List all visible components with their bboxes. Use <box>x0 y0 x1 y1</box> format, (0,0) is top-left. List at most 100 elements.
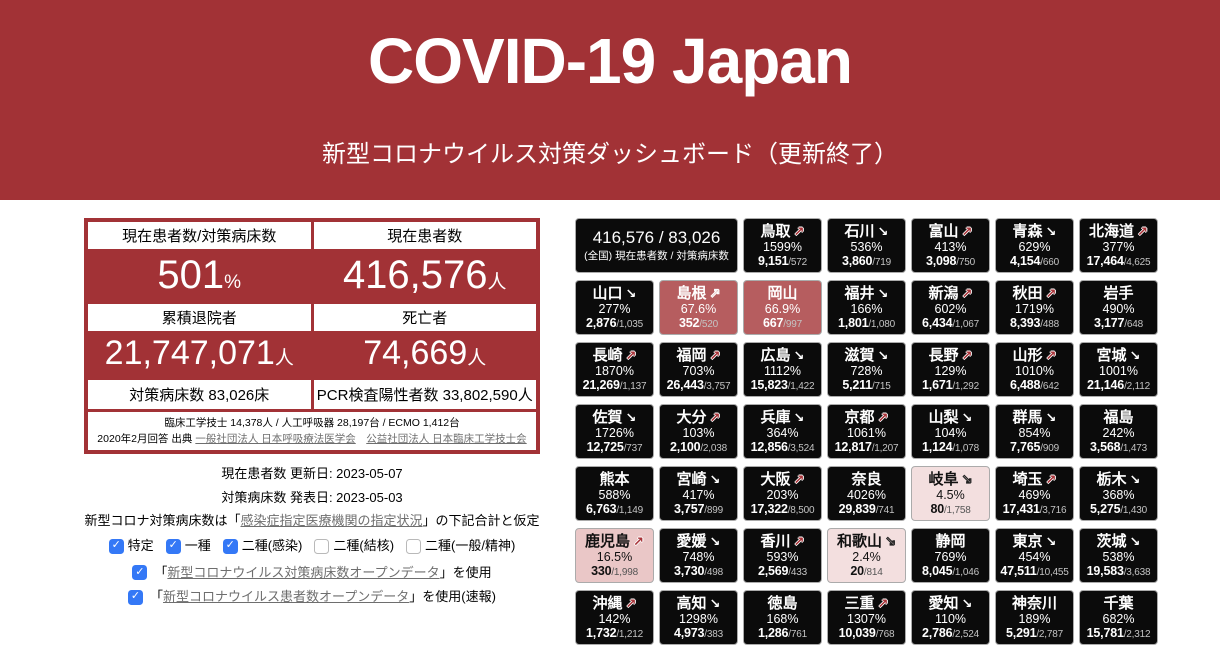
prefecture-tile[interactable]: 奈良 4026% 29,839/741 <box>827 466 906 521</box>
prefecture-name-row: 山梨 ↘ <box>913 410 988 425</box>
prefecture-tile[interactable]: 京都 ↗ 1061% 12,817/1,207 <box>827 404 906 459</box>
checkbox-checked[interactable]: ✓ <box>128 589 144 605</box>
prefecture-tile[interactable]: 新潟 ↗ 602% 6,434/1,067 <box>911 280 990 335</box>
prefecture-tile[interactable]: 福島 242% 3,568/1,473 <box>1079 404 1158 459</box>
prefecture-tile[interactable]: 東京 ↘ 454% 47,511/10,455 <box>995 528 1074 583</box>
patient-bed-counts: 2,569/433 <box>745 565 820 578</box>
prefecture-tile[interactable]: 茨城 ↘ 538% 19,583/3,638 <box>1079 528 1158 583</box>
checkbox-checked[interactable]: ✓ <box>132 565 148 581</box>
occupancy-percent: 682% <box>1102 611 1135 626</box>
bed-capacity: /1,149 <box>616 505 643 516</box>
trend-down-icon: ↘ <box>1045 224 1057 239</box>
checkbox-checked[interactable]: ✓ <box>222 538 238 554</box>
prefecture-tile[interactable]: 兵庫 ↘ 364% 12,856/3,524 <box>743 404 822 459</box>
prefecture-name-row: 和歌山 ↘ <box>829 534 904 549</box>
national-stats-panel: 現在患者数/対策病床数 現在患者数 501% 416,576人 累積退院者 死亡… <box>84 218 540 455</box>
prefecture-name: 宮城 <box>1096 347 1127 364</box>
prefecture-tile[interactable]: 栃木 ↘ 368% 5,275/1,430 <box>1079 466 1158 521</box>
prefecture-tile[interactable]: 福岡 ↗ 703% 26,443/3,757 <box>659 342 738 397</box>
total-beds-bar: 対策病床数 83,026床 <box>88 379 311 409</box>
prefecture-tile[interactable]: 石川 ↘ 536% 3,860/719 <box>827 218 906 273</box>
patient-bed-counts: 330/1,998 <box>577 565 652 578</box>
prefecture-name-row: 岩手 <box>1081 286 1156 301</box>
prefecture-tile[interactable]: 北海道 ↗ 377% 17,464/4,625 <box>1079 218 1158 273</box>
prefecture-tile[interactable]: 群馬 ↘ 854% 7,765/909 <box>995 404 1074 459</box>
bed-type-checkbox-item: ✓ 特定 <box>108 534 154 557</box>
prefecture-tile[interactable]: 佐賀 ↘ 1726% 12,725/737 <box>575 404 654 459</box>
prefecture-tile[interactable]: 長崎 ↗ 1870% 21,269/1,137 <box>575 342 654 397</box>
designated-institutions-link[interactable]: 感染症指定医療機関の指定状況 <box>240 513 423 528</box>
patient-count: 12,725 <box>586 440 624 454</box>
prefecture-tile[interactable]: 山形 ↗ 1010% 6,488/642 <box>995 342 1074 397</box>
occupancy-percent: 588% <box>598 487 631 502</box>
bed-capacity: /719 <box>872 257 891 268</box>
trend-up-icon: ↗ <box>1045 472 1057 487</box>
prefecture-tile[interactable]: 秋田 ↗ 1719% 8,393/488 <box>995 280 1074 335</box>
occupancy-percent: 103% <box>682 425 715 440</box>
patient-count: 6,488 <box>1010 378 1041 392</box>
prefecture-tile[interactable]: 神奈川 189% 5,291/2,787 <box>995 590 1074 645</box>
prefecture-tile[interactable]: 埼玉 ↗ 469% 17,431/3,716 <box>995 466 1074 521</box>
occupancy-percent: 1719% <box>1015 301 1054 316</box>
checkbox-unchecked[interactable] <box>406 538 422 554</box>
prefecture-tile[interactable]: 山口 ↘ 277% 2,876/1,035 <box>575 280 654 335</box>
open-data-line: ✓ 「新型コロナウイルス対策病床数オープンデータ」を使用 <box>84 564 540 582</box>
prefecture-tile[interactable]: 富山 ↗ 413% 3,098/750 <box>911 218 990 273</box>
checkbox-checked[interactable]: ✓ <box>108 538 124 554</box>
prefecture-tile[interactable]: 千葉 682% 15,781/2,312 <box>1079 590 1158 645</box>
prefecture-tile[interactable]: 愛媛 ↘ 748% 3,730/498 <box>659 528 738 583</box>
trend-up-icon: ↗ <box>793 224 805 239</box>
checkbox-label: 二種(感染) <box>241 538 303 554</box>
prefecture-tile[interactable]: 宮崎 ↘ 417% 3,757/899 <box>659 466 738 521</box>
occupancy-percent: 189% <box>1018 611 1051 626</box>
prefecture-tile[interactable]: 宮城 ↘ 1001% 21,146/2,112 <box>1079 342 1158 397</box>
prefecture-tile[interactable]: 鹿児島 ↗ 16.5% 330/1,998 <box>575 528 654 583</box>
prefecture-tile[interactable]: 大分 ↗ 103% 2,100/2,038 <box>659 404 738 459</box>
checkbox-checked[interactable]: ✓ <box>165 538 181 554</box>
prefecture-name: 岐阜 <box>928 471 959 488</box>
occupancy-percent: 1726% <box>595 425 634 440</box>
prefecture-tile[interactable]: 島根 ↗ 67.6% 352/520 <box>659 280 738 335</box>
trend-down-icon: ↘ <box>793 410 805 425</box>
occupancy-percent: 1870% <box>595 363 634 378</box>
occupancy-percent: 728% <box>850 363 883 378</box>
trend-up-icon: ↗ <box>1045 286 1057 301</box>
prefecture-tile[interactable]: 和歌山 ↘ 2.4% 20/814 <box>827 528 906 583</box>
prefecture-tile[interactable]: 岩手 490% 3,177/648 <box>1079 280 1158 335</box>
main-content: 現在患者数/対策病床数 現在患者数 501% 416,576人 累積退院者 死亡… <box>0 200 1220 645</box>
patient-count: 1,801 <box>838 316 869 330</box>
prefecture-name: 宮崎 <box>676 471 707 488</box>
prefecture-tile[interactable]: 徳島 168% 1,286/761 <box>743 590 822 645</box>
clinical-engineers-link[interactable]: 公益社団法人 日本臨床工学技士会 <box>366 432 527 445</box>
prefecture-tile[interactable]: 広島 ↘ 1112% 15,823/1,422 <box>743 342 822 397</box>
prefecture-tile[interactable]: 長野 ↗ 129% 1,671/1,292 <box>911 342 990 397</box>
patient-count: 10,039 <box>838 626 876 640</box>
trend-down-icon: ↘ <box>961 596 973 611</box>
open-data-link[interactable]: 新型コロナウイルス対策病床数オープンデータ <box>167 564 440 580</box>
prefecture-name: 滋賀 <box>844 347 875 364</box>
checkbox-unchecked[interactable] <box>314 538 330 554</box>
open-data-link[interactable]: 新型コロナウイルス患者数オープンデータ <box>163 588 410 604</box>
prefecture-tile[interactable]: 岡山 66.9% 667/997 <box>743 280 822 335</box>
prefecture-tile[interactable]: 岐阜 ↘ 4.5% 80/1,758 <box>911 466 990 521</box>
patient-count: 5,291 <box>1006 626 1037 640</box>
prefecture-tile[interactable]: 静岡 769% 8,045/1,046 <box>911 528 990 583</box>
respiratory-society-link[interactable]: 一般社団法人 日本呼吸療法医学会 <box>195 432 356 445</box>
prefecture-tile[interactable]: 三重 ↗ 1307% 10,039/768 <box>827 590 906 645</box>
prefecture-tile[interactable]: 鳥取 ↗ 1599% 9,151/572 <box>743 218 822 273</box>
prefecture-name-row: 宮崎 ↘ <box>661 472 736 487</box>
prefecture-tile[interactable]: 高知 ↘ 1298% 4,973/383 <box>659 590 738 645</box>
patient-count: 667 <box>763 316 784 330</box>
prefecture-tile[interactable]: 沖縄 ↗ 142% 1,732/1,212 <box>575 590 654 645</box>
prefecture-tile[interactable]: 愛知 ↘ 110% 2,786/2,524 <box>911 590 990 645</box>
prefecture-tile[interactable]: 福井 ↘ 166% 1,801/1,080 <box>827 280 906 335</box>
prefecture-tile[interactable]: 山梨 ↘ 104% 1,124/1,078 <box>911 404 990 459</box>
beds-assumption-note: 新型コロナ対策病床数は「感染症指定医療機関の指定状況」の下記合計と仮定 <box>84 509 540 532</box>
prefecture-tile[interactable]: 青森 ↘ 629% 4,154/660 <box>995 218 1074 273</box>
prefecture-tile[interactable]: 滋賀 ↘ 728% 5,211/715 <box>827 342 906 397</box>
prefecture-tile[interactable]: 熊本 588% 6,763/1,149 <box>575 466 654 521</box>
prefecture-tile[interactable]: 大阪 ↗ 203% 17,322/8,500 <box>743 466 822 521</box>
prefecture-tile[interactable]: 香川 ↗ 593% 2,569/433 <box>743 528 822 583</box>
bed-capacity: /1,758 <box>943 505 971 516</box>
usage-suffix: 」を使用 <box>439 564 492 580</box>
